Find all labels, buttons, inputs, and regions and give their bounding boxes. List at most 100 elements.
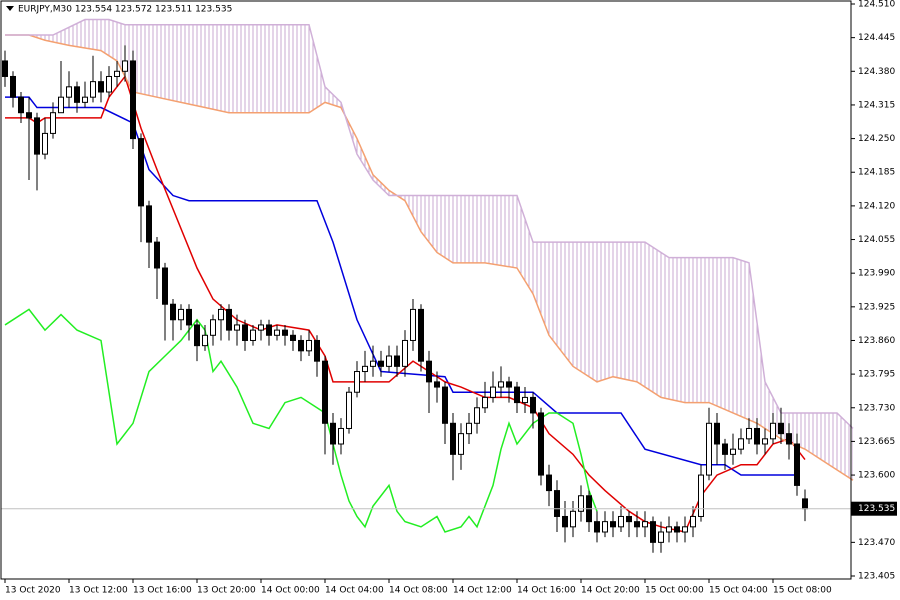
y-tick-label: 123.860: [858, 336, 895, 346]
x-tick-label: 14 Oct 20:00: [581, 586, 640, 596]
plot-area: [1, 18, 854, 553]
menu-arrow[interactable]: [6, 6, 14, 11]
candle-body: [626, 515, 632, 523]
candle-body: [650, 521, 656, 543]
candle-body: [82, 96, 88, 103]
candle-body: [114, 70, 120, 77]
candle-body: [778, 422, 784, 435]
candle-body: [90, 81, 96, 98]
candle-body: [722, 443, 728, 455]
candle-body: [570, 510, 576, 528]
indicator-line: [5, 96, 797, 476]
candle-body: [202, 334, 208, 347]
candle-body: [250, 329, 256, 341]
x-tick-label: 13 Oct 12:00: [69, 586, 128, 596]
candle-body: [378, 360, 384, 367]
candle-body: [186, 308, 192, 326]
candle-body: [178, 308, 184, 321]
x-tick-label: 15 Oct 04:00: [709, 586, 768, 596]
candle-body: [674, 526, 680, 533]
candle-body: [666, 526, 672, 533]
candle-body: [282, 329, 288, 336]
candle-body: [226, 308, 232, 331]
candle-body: [98, 81, 104, 93]
candle-body: [130, 60, 136, 140]
y-tick-label: 123.795: [858, 370, 895, 380]
candle-body: [458, 433, 464, 455]
candle-body: [410, 308, 416, 341]
y-tick-label: 124.250: [858, 134, 895, 144]
cloud: [5, 19, 853, 481]
y-tick-label: 123.925: [858, 302, 895, 312]
candle-body: [50, 112, 56, 134]
chart-title: EURJPY,M30 123.554 123.572 123.511 123.5…: [18, 5, 232, 15]
x-tick-label: 15 Oct 08:00: [773, 586, 832, 596]
candle-body: [562, 515, 568, 528]
candle-body: [314, 339, 320, 362]
candle-body: [706, 422, 712, 476]
y-tick-label: 123.730: [858, 403, 895, 413]
candle-body: [146, 205, 152, 243]
candle-body: [474, 407, 480, 424]
candle-body: [658, 531, 664, 543]
candle-body: [754, 427, 760, 445]
candle-body: [610, 521, 616, 528]
y-tick-label: 124.055: [858, 235, 895, 245]
y-tick-label: 124.380: [858, 67, 895, 77]
y-tick-label: 124.445: [858, 33, 895, 43]
x-tick-label: 14 Oct 12:00: [453, 586, 512, 596]
candle-body: [634, 521, 640, 528]
candle-body: [618, 515, 624, 528]
y-tick-label: 123.470: [858, 538, 895, 548]
candle-body: [258, 324, 264, 331]
candle-body: [10, 75, 16, 98]
candle-body: [538, 412, 544, 476]
x-tick-label: 14 Oct 16:00: [517, 586, 576, 596]
indicator-line: [5, 18, 854, 430]
y-tick-label: 123.600: [858, 471, 895, 481]
candle-body: [242, 324, 248, 341]
x-tick-label: 15 Oct 00:00: [645, 586, 704, 596]
y-tick-label: 124.510: [858, 0, 895, 10]
candle-body: [450, 422, 456, 455]
candle-body: [58, 96, 64, 114]
candle-body: [498, 381, 504, 388]
y-tick-label: 123.665: [858, 437, 895, 447]
candle-body: [122, 60, 128, 72]
candle-body: [402, 339, 408, 367]
candle-body: [42, 132, 48, 155]
candle-body: [522, 396, 528, 404]
candle-body: [234, 324, 240, 331]
candle-body: [170, 303, 176, 321]
candle-body: [138, 138, 144, 207]
candle-body: [346, 391, 352, 429]
x-tick-label: 14 Oct 04:00: [325, 586, 384, 596]
candle-body: [594, 521, 600, 533]
candle-body: [74, 86, 80, 103]
candle-body: [530, 396, 536, 414]
x-tick-label: 14 Oct 00:00: [261, 586, 320, 596]
x-tick-label: 13 Oct 20:00: [197, 586, 256, 596]
candle-body: [370, 360, 376, 367]
y-tick-label: 123.405: [858, 572, 895, 582]
candle-body: [746, 427, 752, 440]
candle-body: [386, 355, 392, 367]
y-tick-label: 124.315: [858, 100, 895, 110]
candle-body: [266, 324, 272, 336]
candle-body: [794, 443, 800, 486]
candle-body: [642, 521, 648, 528]
candle-body: [2, 60, 8, 77]
candle-body: [770, 422, 776, 440]
candle-body: [762, 438, 768, 445]
candle-body: [546, 474, 552, 492]
x-tick-label: 13 Oct 16:00: [133, 586, 192, 596]
frame: [0, 0, 852, 580]
x-tick-label: 14 Oct 08:00: [389, 586, 448, 596]
candle-body: [682, 526, 688, 533]
candle-body: [274, 329, 280, 336]
candle-body: [26, 112, 32, 119]
candle-body: [426, 360, 432, 383]
candle-body: [298, 339, 304, 352]
candle-body: [602, 521, 608, 533]
